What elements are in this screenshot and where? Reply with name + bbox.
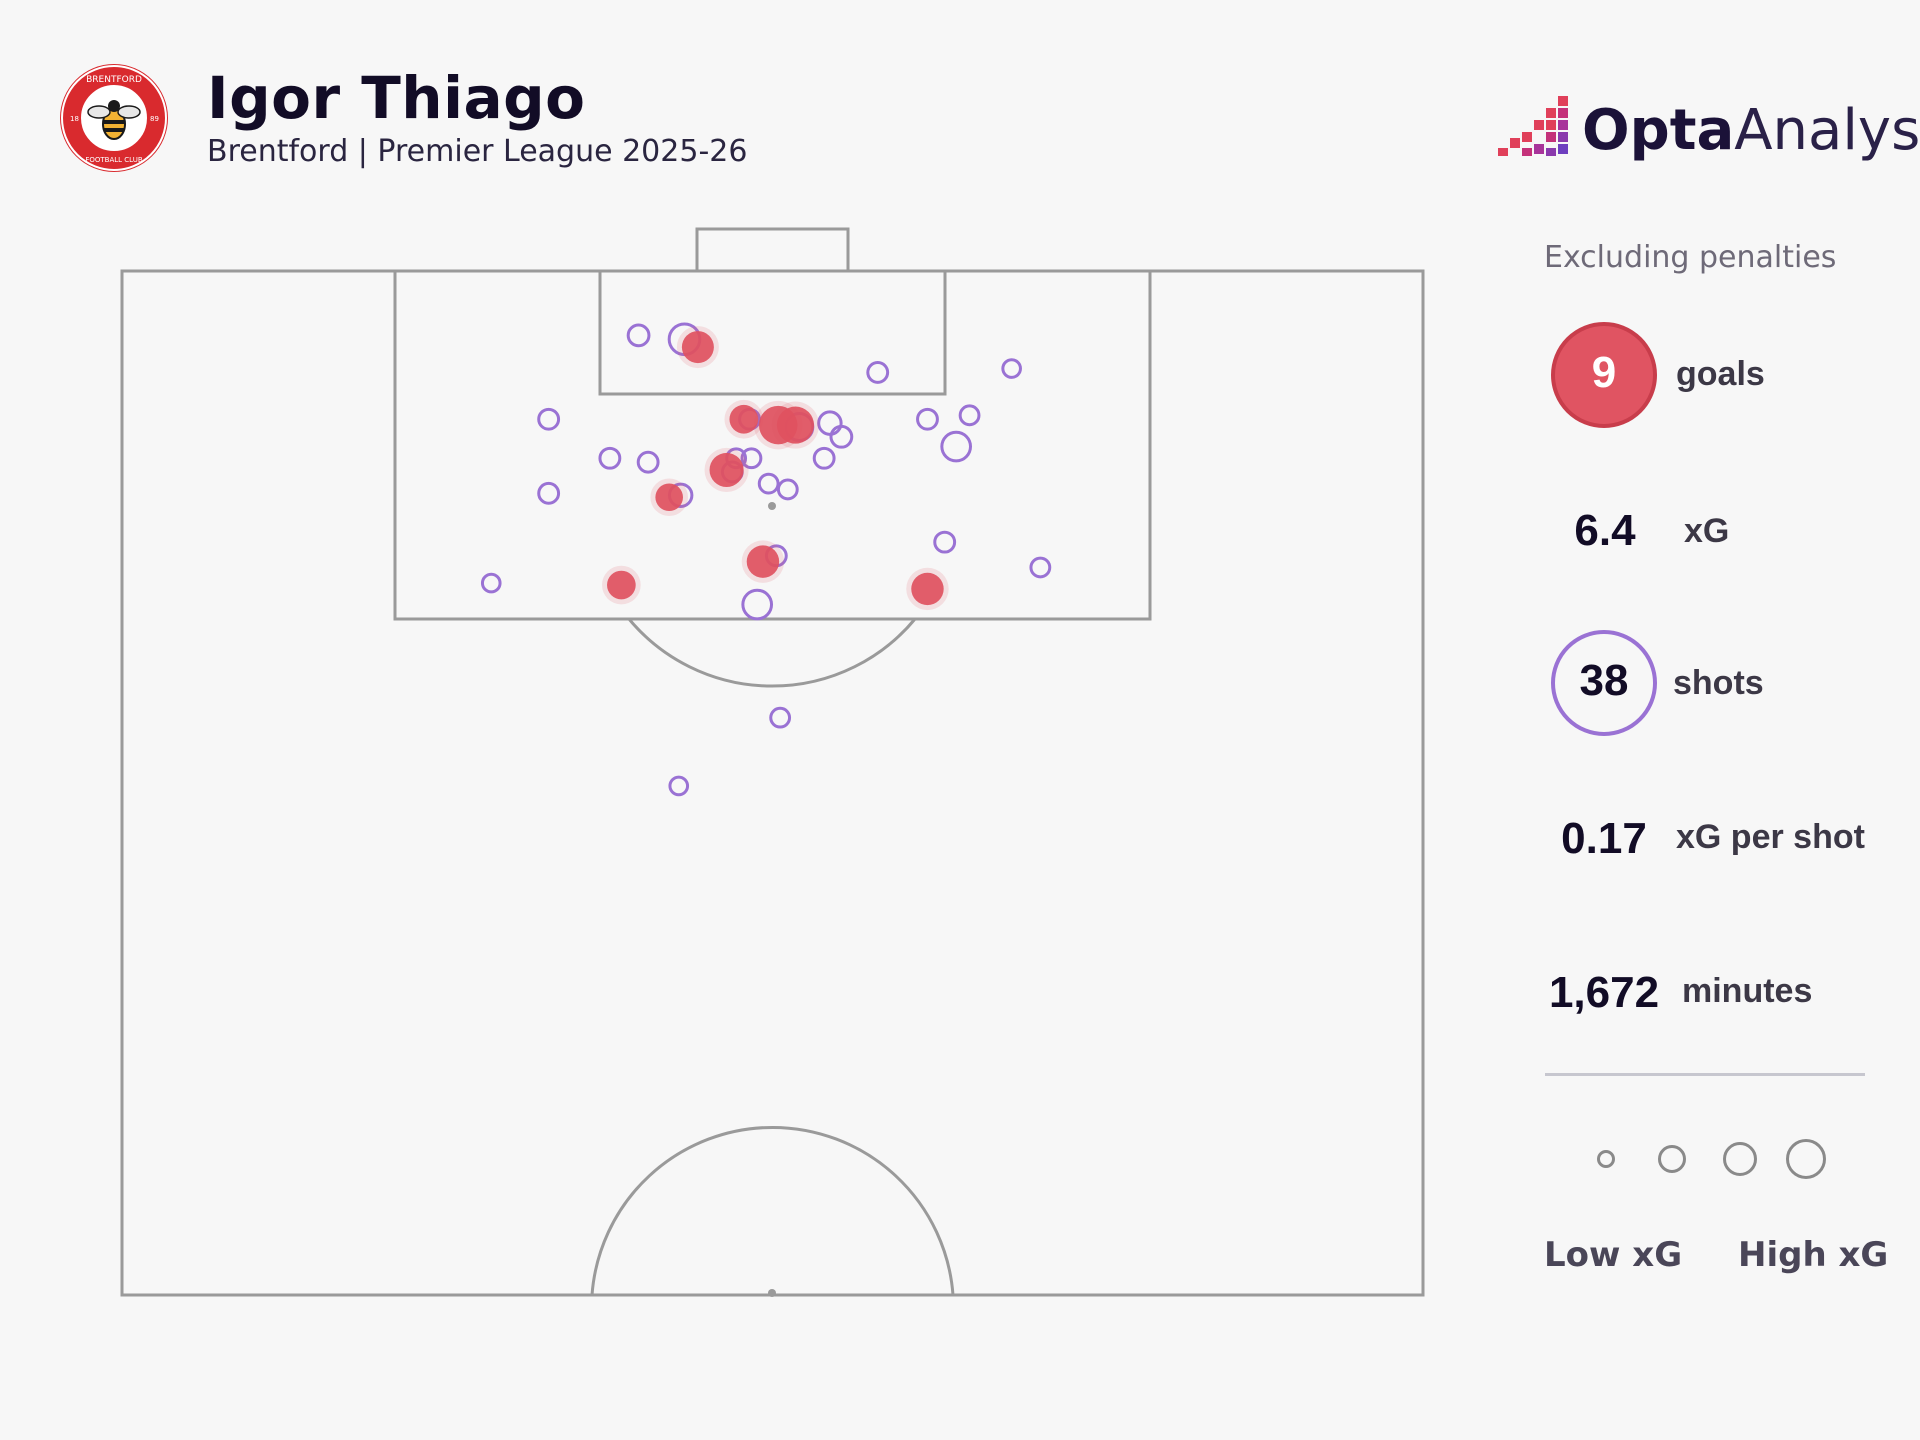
subtitle: Brentford | Premier League 2025-26 xyxy=(207,134,748,169)
shot-goal-marker xyxy=(681,331,714,364)
shot-miss-marker xyxy=(537,481,561,505)
shots-label: shots xyxy=(1673,664,1764,702)
shot-miss-marker xyxy=(626,323,651,348)
shot-miss-marker xyxy=(769,706,792,729)
shots-badge xyxy=(1551,630,1657,736)
legend-circle-l xyxy=(1786,1139,1826,1179)
opta-analyst-wordmark: OptaAnalyst xyxy=(1582,98,1920,163)
legend-circle-m xyxy=(1723,1142,1757,1176)
six-yard-box xyxy=(598,269,947,396)
shot-miss-marker xyxy=(668,775,690,797)
goals-value: 9 xyxy=(1591,348,1617,397)
minutes-label: minutes xyxy=(1682,972,1813,1010)
xg-value: 6.4 xyxy=(1574,506,1636,555)
penalty-arc xyxy=(627,618,917,688)
shot-goal-marker xyxy=(729,404,759,434)
crest-year-right: 89 xyxy=(150,115,159,123)
shot-miss-marker xyxy=(940,430,973,463)
brand-light: Analyst xyxy=(1734,98,1920,163)
shot-goal-marker xyxy=(709,452,744,487)
opta-analyst-logo-icon xyxy=(1498,96,1568,156)
shot-miss-marker xyxy=(776,478,799,501)
brand-bold: Opta xyxy=(1582,98,1735,163)
excluding-penalties-note: Excluding penalties xyxy=(1544,240,1837,275)
centre-spot xyxy=(768,1289,776,1297)
bee-icon xyxy=(87,100,141,140)
pitch-lines xyxy=(120,227,1425,1297)
shot-miss-marker xyxy=(916,407,939,431)
crest-top-text: BRENTFORD xyxy=(86,75,142,85)
centre-circle xyxy=(590,1126,955,1296)
legend-circle-s xyxy=(1658,1145,1686,1173)
shot-miss-marker xyxy=(757,472,780,495)
shot-miss-marker xyxy=(933,530,957,554)
shot-map xyxy=(120,227,1425,1297)
goals-label: goals xyxy=(1676,355,1765,393)
shot-miss-marker xyxy=(1029,556,1052,579)
shot-miss-marker xyxy=(817,410,843,436)
shot-miss-marker xyxy=(866,361,890,384)
shot-miss-marker xyxy=(537,407,561,431)
shot-miss-marker xyxy=(812,446,836,470)
shot-miss-marker xyxy=(480,572,502,594)
shot-miss-marker xyxy=(598,446,622,470)
brentford-crest-logo: BRENTFORD FOOTBALL CLUB 18 89 xyxy=(60,64,168,172)
shot-miss-marker xyxy=(829,424,854,449)
xg-per-shot-label: xG per shot xyxy=(1676,818,1865,856)
shot-goal-marker xyxy=(776,406,815,444)
shot-miss-marker xyxy=(740,447,763,470)
shots-value: 38 xyxy=(1579,656,1629,705)
shot-miss-marker xyxy=(958,404,981,427)
legend-circle-xs xyxy=(1597,1150,1615,1168)
legend-high-label: High xG xyxy=(1738,1235,1889,1275)
goals-badge xyxy=(1551,322,1657,428)
shot-miss-marker xyxy=(636,450,660,474)
crest-bottom-text: FOOTBALL CLUB xyxy=(85,156,143,164)
goal-frame xyxy=(695,227,850,273)
penalty-spot xyxy=(768,502,776,510)
shot-miss-marker xyxy=(1001,358,1022,379)
shot-goal-marker xyxy=(655,483,683,512)
xg-label: xG xyxy=(1684,512,1730,550)
panel-divider xyxy=(1545,1073,1865,1076)
minutes-value: 1,672 xyxy=(1548,968,1660,1017)
shot-goal-marker xyxy=(607,570,636,600)
player-name: Igor Thiago xyxy=(207,64,586,132)
shots-layer xyxy=(480,322,1052,797)
shot-miss-marker xyxy=(741,588,774,621)
xg-per-shot-value: 0.17 xyxy=(1561,814,1647,863)
legend-low-label: Low xG xyxy=(1544,1235,1683,1275)
shot-goal-marker xyxy=(746,545,780,578)
crest-year-left: 18 xyxy=(70,115,79,123)
shot-goal-marker xyxy=(911,572,944,606)
